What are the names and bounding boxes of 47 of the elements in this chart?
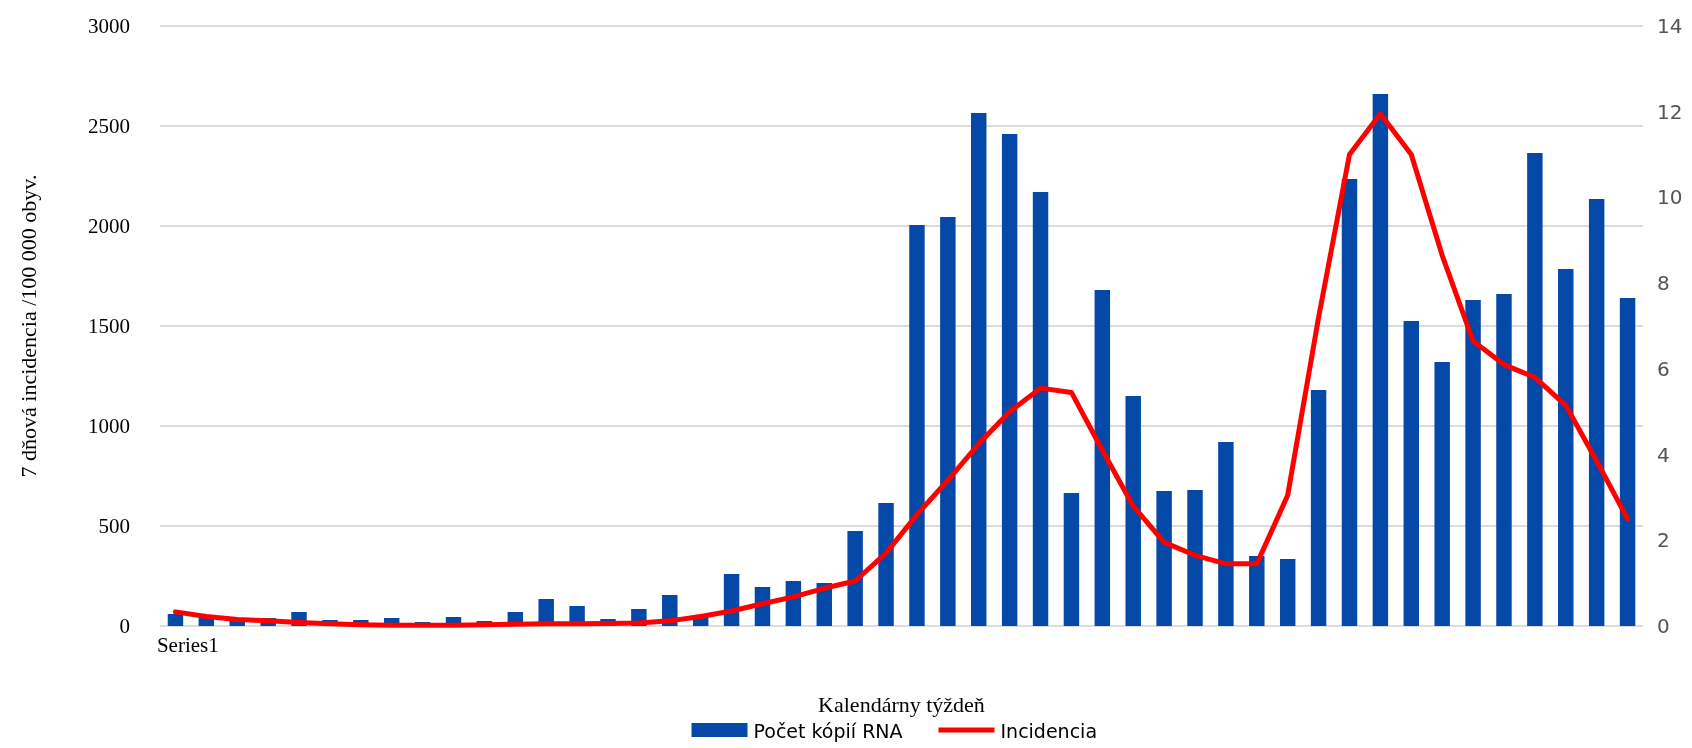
bar [1249, 556, 1265, 626]
bar [1279, 559, 1296, 626]
bar [1558, 269, 1574, 626]
y-tick-label: 3000 [88, 14, 130, 39]
y-tick-label: 1500 [88, 314, 130, 339]
bar [1094, 290, 1111, 626]
bar [878, 503, 894, 626]
bar [1156, 491, 1172, 626]
y-tick-label: 500 [98, 514, 130, 539]
bar [1403, 321, 1420, 626]
bar [1588, 199, 1605, 626]
y2-tick-label: 6 [1657, 356, 1670, 381]
bar [1218, 442, 1234, 626]
y-axis-title: 7 dňová incidencia /100 000 obyv. [16, 174, 41, 478]
bar [167, 614, 184, 626]
legend-label: Incidencia [1000, 719, 1098, 742]
y-tick-label: 2000 [88, 214, 130, 239]
y2-tick-label: 10 [1657, 185, 1683, 210]
bar [1527, 153, 1543, 626]
bar [971, 113, 987, 626]
y-tick-label: 2500 [88, 114, 130, 139]
y2-tick-label: 14 [1657, 14, 1683, 38]
y2-tick-label: 12 [1657, 99, 1683, 124]
bar [1125, 396, 1141, 626]
bar [1341, 179, 1358, 626]
y2-tick-label: 4 [1657, 442, 1670, 467]
bar [940, 217, 956, 626]
y2-tick-label: 0 [1657, 614, 1670, 638]
y2-tick-label: 2 [1657, 528, 1670, 553]
y-tick-label: 0 [119, 614, 130, 639]
bar [1063, 493, 1080, 626]
bar [1310, 390, 1327, 626]
bar [909, 225, 925, 626]
bar [847, 531, 863, 626]
bar [1032, 192, 1049, 626]
bar [1001, 134, 1018, 626]
bar [1465, 300, 1481, 626]
bar [1187, 490, 1203, 626]
legend-label: Počet kópií RNA [753, 719, 903, 742]
bar [1434, 362, 1450, 626]
bar [1619, 298, 1636, 626]
y-tick-label: 1000 [88, 414, 130, 439]
x-axis-title: Kalendárny týždeň [818, 692, 985, 717]
bar [1372, 94, 1389, 626]
bar [1496, 294, 1512, 626]
y2-tick-label: 8 [1657, 271, 1670, 296]
x-tick-label: Series1 [156, 633, 219, 657]
